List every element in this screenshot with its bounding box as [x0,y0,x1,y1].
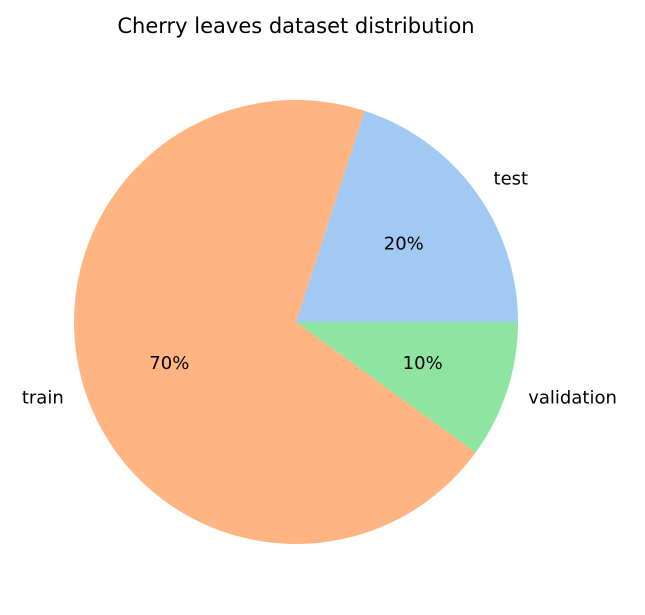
chart-title: Cherry leaves dataset distribution [117,14,474,38]
category-label-train: train [22,387,64,408]
pie-labels: test 20% train 70% validation 10% [22,168,617,408]
category-label-test: test [494,168,529,189]
pie-slices [73,100,518,545]
percent-label-validation: 10% [403,353,443,374]
percent-label-test: 20% [384,234,424,255]
pie-slice-train [73,100,476,545]
pie-slice-test [296,110,518,323]
category-label-validation: validation [528,387,617,408]
percent-label-train: 70% [149,353,189,374]
pie-slice-validation [296,322,518,453]
